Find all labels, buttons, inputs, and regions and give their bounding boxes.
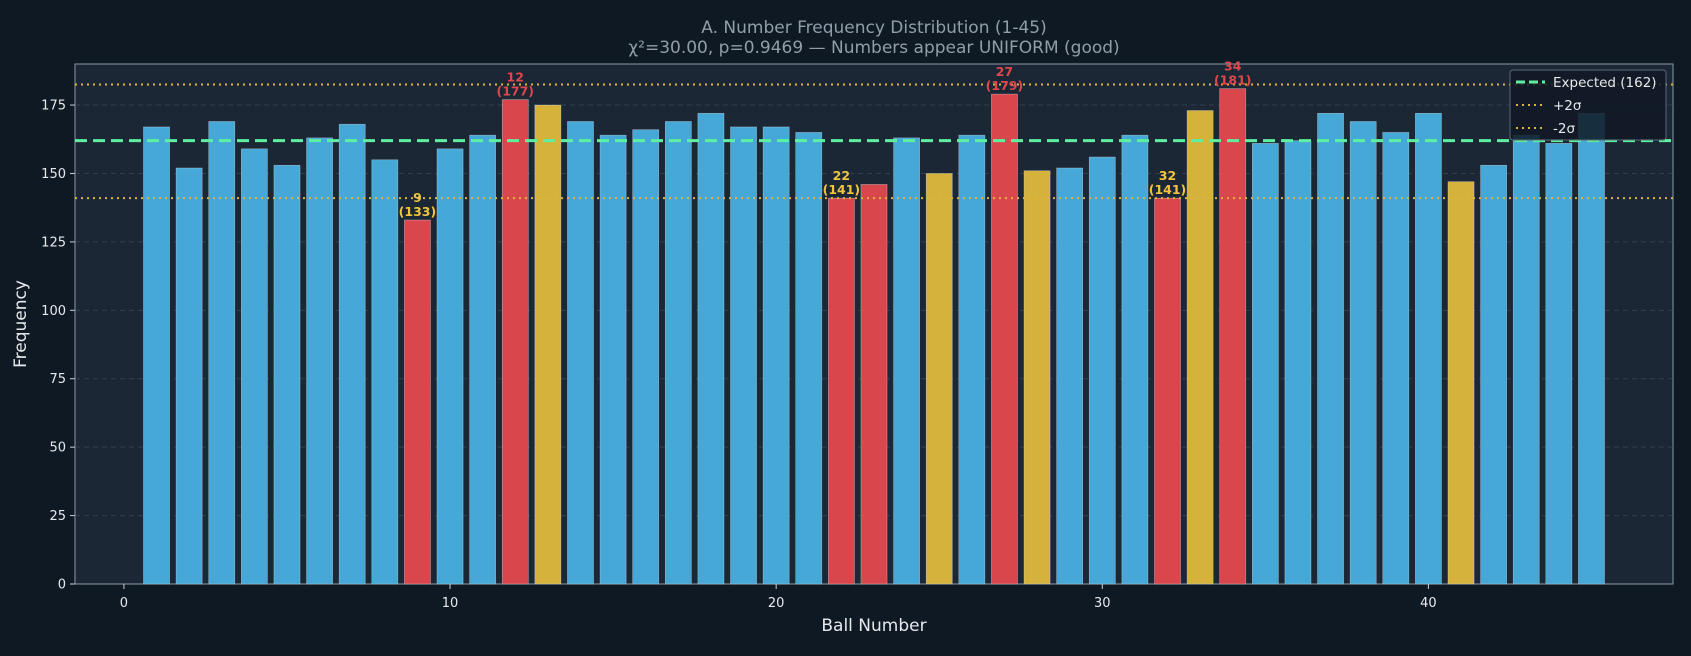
x-tick-label: 30: [1094, 596, 1111, 611]
bar-annotation-number: 22: [833, 168, 850, 183]
bar-35: [1252, 143, 1279, 585]
bar-24: [893, 137, 920, 585]
bar-37: [1317, 112, 1344, 585]
bar-20: [762, 126, 790, 585]
bar-9: [404, 219, 431, 585]
bar-22: [828, 197, 855, 585]
bar-45: [1578, 112, 1605, 585]
bar-annotation-number: 32: [1159, 168, 1176, 183]
bar-11: [469, 134, 496, 585]
bar-38: [1349, 121, 1377, 585]
bar-39: [1382, 132, 1410, 585]
bar-10: [436, 148, 464, 585]
x-tick-label: 0: [120, 596, 128, 611]
y-tick-label: 100: [41, 304, 66, 319]
bar-26: [958, 134, 986, 585]
bar-annotation-number: 34: [1224, 59, 1242, 74]
x-tick-label: 40: [1420, 596, 1437, 611]
bar-43: [1512, 134, 1540, 585]
x-tick-label: 10: [442, 596, 459, 611]
axis-ticks: 0 25 50 75 100 125 150 175 0 10 20 30 40: [41, 99, 1437, 611]
bar-annotations: 9(133)12(177)22(141)27(179)32(141)34(181…: [399, 59, 1252, 219]
bar-28: [1023, 170, 1051, 585]
y-axis-label: Frequency: [11, 280, 31, 368]
bar-14: [567, 121, 594, 585]
bar-29: [1056, 167, 1084, 585]
bar-5: [273, 164, 301, 585]
bar-27: [991, 93, 1018, 585]
y-tick-label: 150: [41, 167, 66, 182]
x-tick-label: 20: [768, 596, 785, 611]
bar-6: [306, 137, 333, 585]
bar-8: [371, 159, 399, 585]
bar-18: [697, 112, 725, 585]
bar-44: [1545, 143, 1573, 585]
legend: Expected (162) +2σ -2σ: [1509, 69, 1667, 141]
y-tick-label: 75: [49, 372, 66, 387]
bar-2: [175, 167, 203, 585]
y-tick-label: 50: [49, 441, 66, 456]
y-tick-label: 125: [41, 235, 66, 250]
y-tick-label: 0: [58, 578, 66, 593]
bar-annotation-value: (133): [399, 204, 437, 219]
bar-annotation-value: (181): [1214, 73, 1252, 88]
bar-30: [1088, 156, 1116, 585]
legend-minus2sigma-label: -2σ: [1553, 121, 1575, 137]
bar-17: [664, 121, 692, 585]
bar-36: [1284, 140, 1312, 585]
legend-box: [1509, 69, 1667, 141]
y-tick-label: 25: [49, 509, 66, 524]
legend-plus2sigma-label: +2σ: [1553, 98, 1582, 114]
x-axis-label: Ball Number: [821, 616, 926, 636]
chart-subtitle: χ²=30.00, p=0.9469 — Numbers appear UNIF…: [628, 38, 1119, 58]
bar-annotation-number: 12: [507, 70, 524, 85]
bar-15: [599, 134, 627, 585]
bar-33: [1186, 110, 1214, 585]
bar-12: [501, 99, 529, 585]
bar-21: [795, 132, 823, 585]
bar-23: [860, 184, 888, 585]
bar-32: [1154, 197, 1181, 585]
bar-16: [632, 129, 660, 585]
chart-title: A. Number Frequency Distribution (1-45): [701, 18, 1047, 38]
bars: [143, 88, 1605, 585]
bar-19: [730, 126, 757, 585]
y-tick-label: 175: [41, 99, 66, 114]
bar-40: [1415, 112, 1442, 585]
bar-13: [534, 104, 562, 585]
bar-41: [1447, 181, 1475, 585]
bar-annotation-value: (177): [496, 84, 534, 99]
bar-annotation-number: 9: [413, 190, 422, 205]
legend-expected-label: Expected (162): [1553, 75, 1657, 91]
bar-annotation-number: 27: [996, 64, 1013, 79]
bar-3: [208, 121, 236, 585]
bar-34: [1219, 88, 1247, 585]
bar-1: [143, 126, 170, 585]
bar-25: [925, 173, 953, 585]
bar-annotation-value: (141): [1149, 182, 1187, 197]
bar-31: [1121, 134, 1149, 585]
bar-42: [1480, 164, 1507, 585]
bar-annotation-value: (179): [986, 78, 1024, 93]
bar-4: [241, 148, 268, 585]
bar-7: [338, 123, 366, 585]
reference-lines: [75, 83, 1673, 200]
bar-annotation-value: (141): [823, 182, 861, 197]
